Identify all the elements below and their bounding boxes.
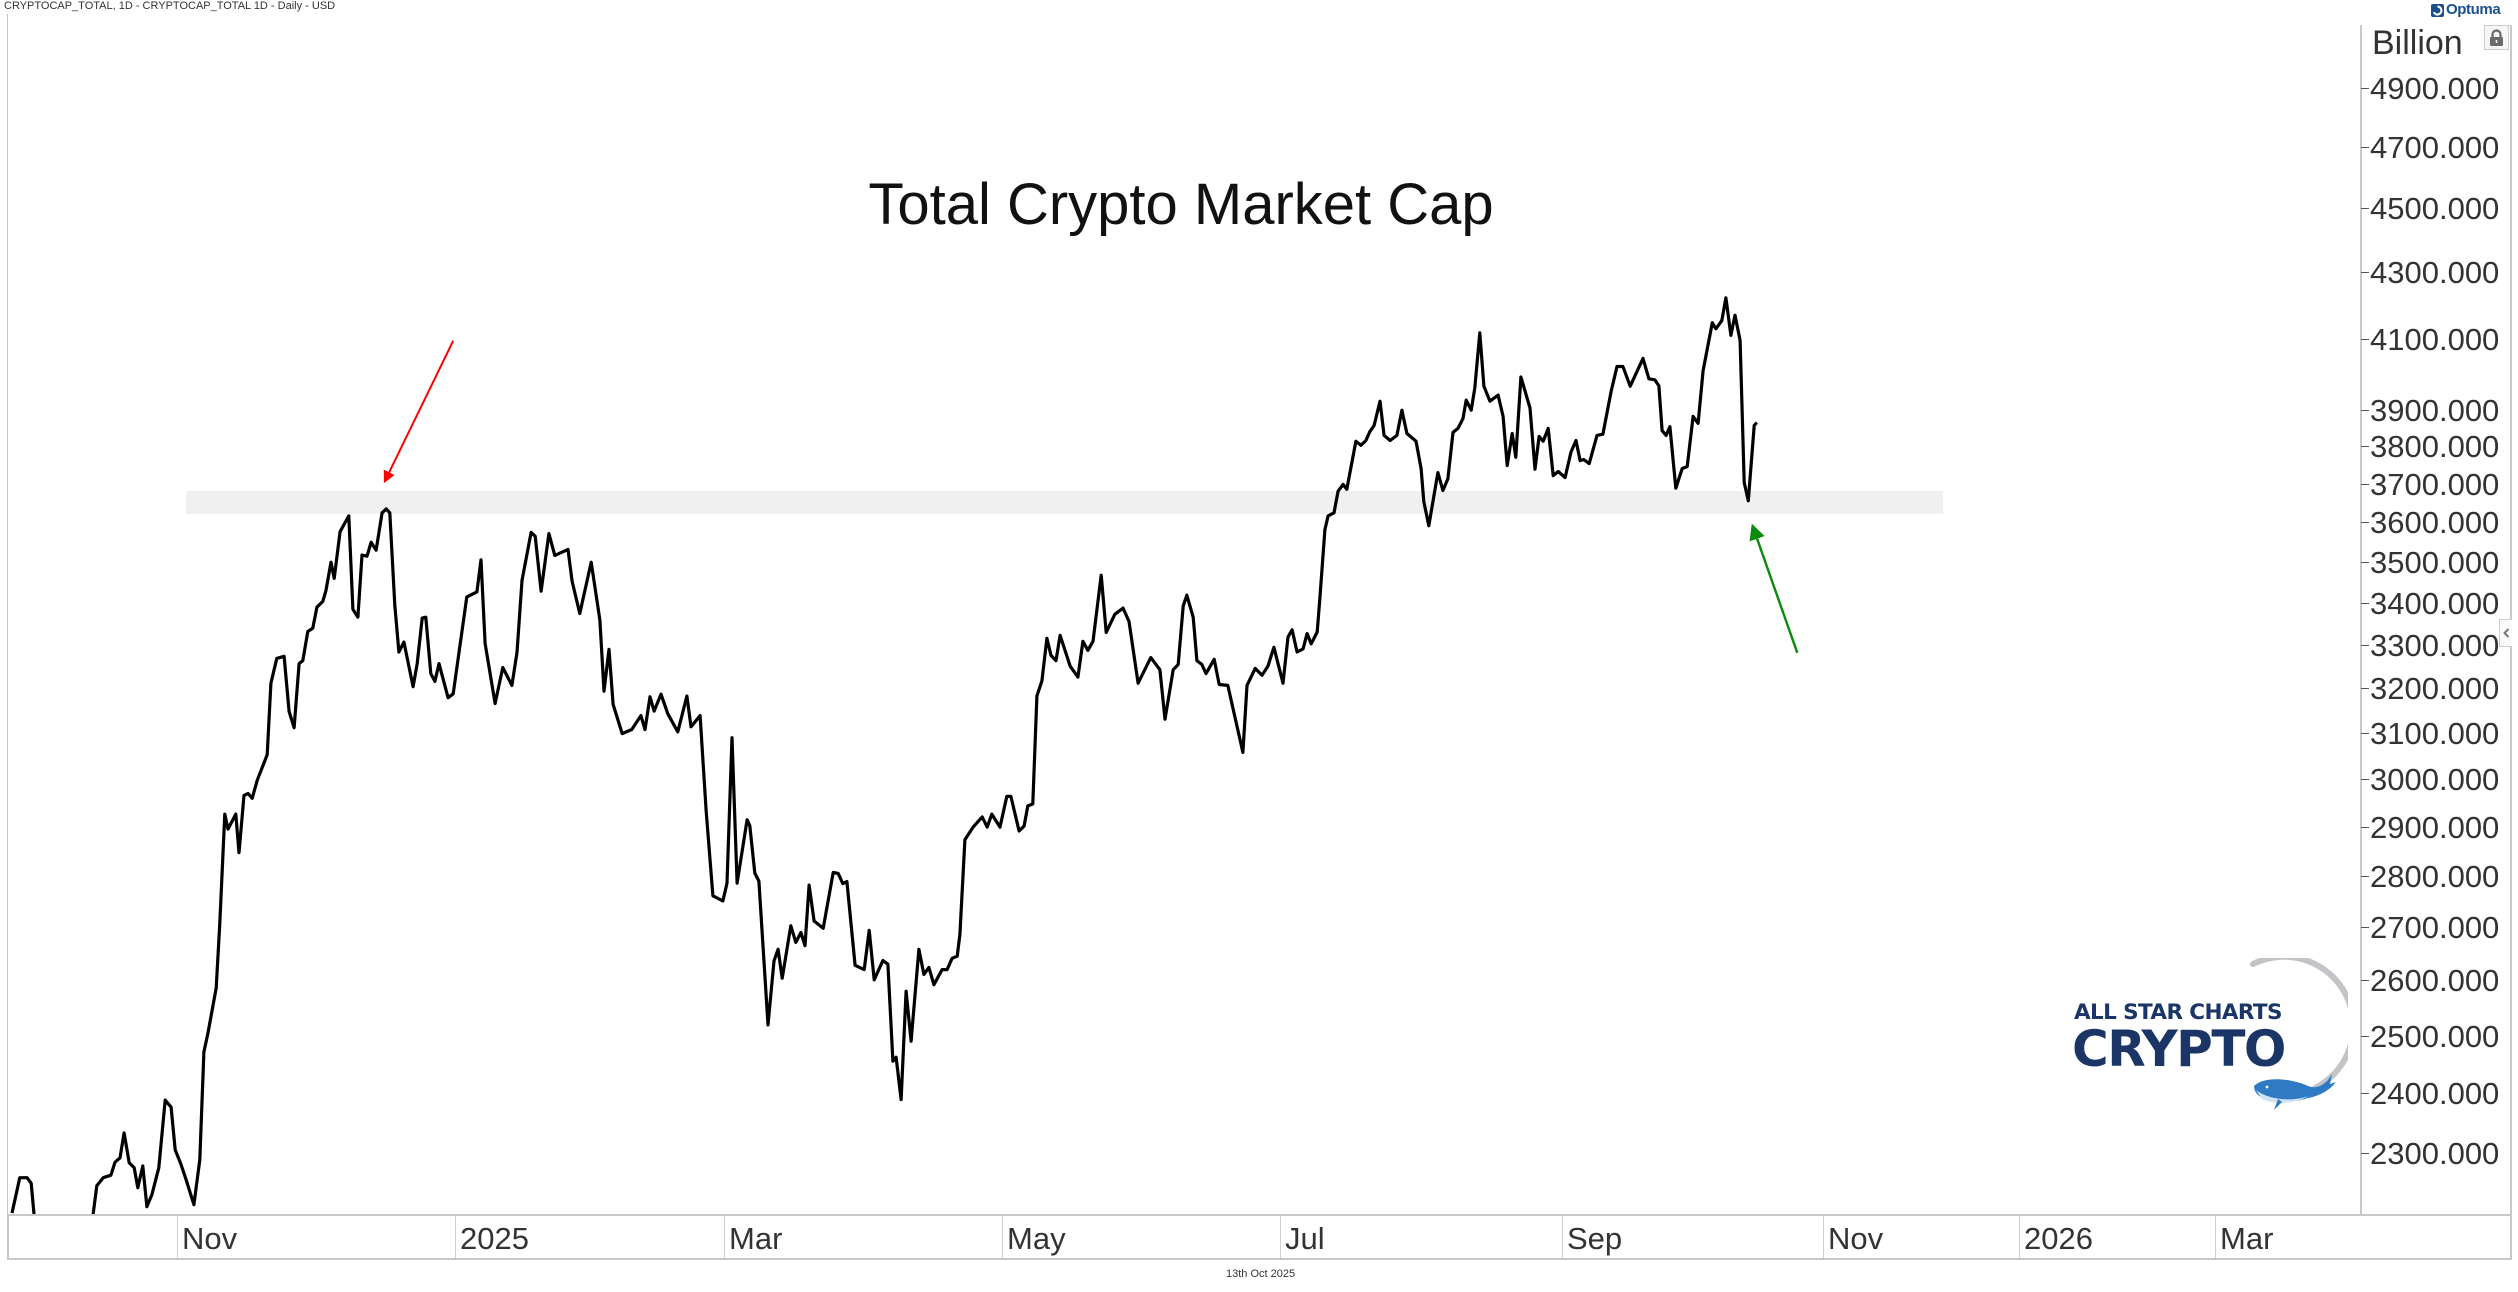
- chart-canvas: [10, 296, 1944, 1214]
- red-arrow[interactable]: [383, 340, 455, 484]
- y-axis-tick-label: 2300.000: [2370, 1136, 2500, 1171]
- x-axis-separator: [1823, 1216, 1824, 1258]
- x-axis-separator: [1562, 1216, 1563, 1258]
- y-axis-unit-label: Billion: [2372, 24, 2463, 62]
- x-axis-separator: [2019, 1216, 2020, 1258]
- y-axis-tick-label: 2500.000: [2370, 1018, 2500, 1054]
- y-axis-tick: [2361, 732, 2369, 734]
- axis-lock-button[interactable]: [2484, 25, 2509, 50]
- x-axis-separator: [2215, 1216, 2216, 1258]
- y-axis-tick-label: 3800.000: [2370, 429, 2500, 465]
- band-layer: [186, 490, 1944, 514]
- x-axis-tick-label: Nov: [182, 1221, 238, 1256]
- y-axis-tick: [2361, 272, 2369, 273]
- x-axis-separator: [177, 1216, 178, 1258]
- y-axis-tick-label: 3100.000: [2370, 715, 2500, 751]
- all-star-charts-crypto-logo: ALL STAR CHARTS CRYPTO: [2072, 958, 2348, 1110]
- y-axis-tick-label: 3900.000: [2370, 392, 2500, 428]
- optuma-logo-icon: [2431, 3, 2444, 17]
- y-axis-tick: [2361, 446, 2369, 448]
- y-axis-tick: [2361, 1093, 2369, 1095]
- y-axis-tick: [2361, 1153, 2369, 1154]
- y-axis-tick: [2361, 927, 2369, 929]
- y-axis-tick: [2361, 1035, 2369, 1037]
- y-axis-tick-label: 2700.000: [2370, 910, 2500, 946]
- y-axis-tick: [2361, 561, 2369, 563]
- optuma-brand-text: Optuma: [2446, 1, 2501, 18]
- y-axis-tick-label: 2800.000: [2370, 859, 2500, 894]
- x-axis-separator: [1280, 1216, 1281, 1258]
- y-axis-tick-label: 3600.000: [2370, 505, 2500, 541]
- lock-icon: [2490, 29, 2503, 46]
- x-axis-tick-label: Jul: [1285, 1221, 1325, 1256]
- whale-icon: [2254, 1074, 2336, 1110]
- y-axis-tick-label: 3200.000: [2370, 671, 2500, 706]
- y-axis-tick: [2361, 88, 2369, 90]
- y-axis-tick-label: 4300.000: [2370, 255, 2500, 290]
- x-axis-strip[interactable]: [7, 1214, 2512, 1260]
- x-axis-tick-label: Mar: [729, 1221, 783, 1256]
- y-axis-tick: [2361, 778, 2369, 780]
- y-axis-tick: [2361, 146, 2369, 148]
- y-axis-tick-label: 4700.000: [2370, 129, 2500, 165]
- chevron-left-icon: [2502, 628, 2509, 638]
- x-axis-separator: [724, 1216, 725, 1258]
- logo-text-line1: ALL STAR CHARTS: [2074, 1000, 2282, 1025]
- y-axis-tick: [2361, 980, 2369, 982]
- y-axis-tick-label: 4100.000: [2370, 322, 2500, 358]
- x-axis-tick-label: Nov: [1828, 1221, 1884, 1256]
- series-layer: [10, 296, 1758, 1214]
- arrow-layer: [383, 340, 1799, 654]
- x-axis-tick-label: 2026: [2024, 1221, 2093, 1256]
- x-axis-tick-label: Mar: [2220, 1221, 2274, 1256]
- y-axis-tick-label: 3700.000: [2370, 466, 2500, 502]
- green-arrow[interactable]: [1749, 523, 1799, 654]
- logo-text-line2: CRYPTO: [2072, 1020, 2285, 1078]
- support-resistance-zone[interactable]: [186, 490, 1944, 514]
- y-axis-tick: [2361, 339, 2369, 341]
- chart-title: Total Crypto Market Cap: [868, 172, 1494, 237]
- y-axis-tick-label: 3000.000: [2370, 761, 2500, 797]
- y-axis-tick-label: 3300.000: [2370, 627, 2500, 663]
- y-axis-tick: [2361, 644, 2369, 646]
- x-axis-tick-label: 2025: [460, 1221, 529, 1256]
- y-axis-tick: [2361, 522, 2369, 524]
- y-axis-tick-label: 2600.000: [2370, 963, 2500, 999]
- y-axis-tick-label: 3500.000: [2370, 544, 2500, 580]
- y-axis-tick: [2361, 483, 2369, 485]
- y-axis-tick-label: 3400.000: [2370, 585, 2500, 621]
- optuma-brand: Optuma: [2431, 1, 2501, 18]
- y-axis-tick: [2361, 876, 2369, 877]
- collapse-panel-button[interactable]: [2499, 619, 2512, 647]
- plot-area[interactable]: [7, 14, 2361, 1215]
- y-axis-tick: [2361, 688, 2369, 689]
- y-axis-tick-label: 4500.000: [2370, 191, 2500, 226]
- series-line[interactable]: [10, 296, 1758, 1214]
- x-axis-tick-label: May: [1007, 1221, 1066, 1256]
- y-axis-tick-label: 4900.000: [2370, 71, 2500, 107]
- y-axis-tick: [2361, 602, 2369, 604]
- chart-instrument-header: CRYPTOCAP_TOTAL, 1D - CRYPTOCAP_TOTAL 1D…: [4, 0, 336, 12]
- x-axis-separator: [455, 1216, 456, 1258]
- x-axis-separator: [1002, 1216, 1003, 1258]
- y-axis-tick: [2361, 409, 2369, 411]
- footer-date: 13th Oct 2025: [1226, 1268, 1296, 1280]
- y-axis-tick: [2361, 826, 2369, 828]
- logo-arc: [2250, 958, 2348, 1091]
- x-axis-tick-label: Sep: [1567, 1221, 1623, 1256]
- y-axis-tick: [2361, 208, 2369, 209]
- y-axis-tick-label: 2400.000: [2370, 1076, 2500, 1112]
- y-axis-tick-label: 2900.000: [2370, 809, 2500, 845]
